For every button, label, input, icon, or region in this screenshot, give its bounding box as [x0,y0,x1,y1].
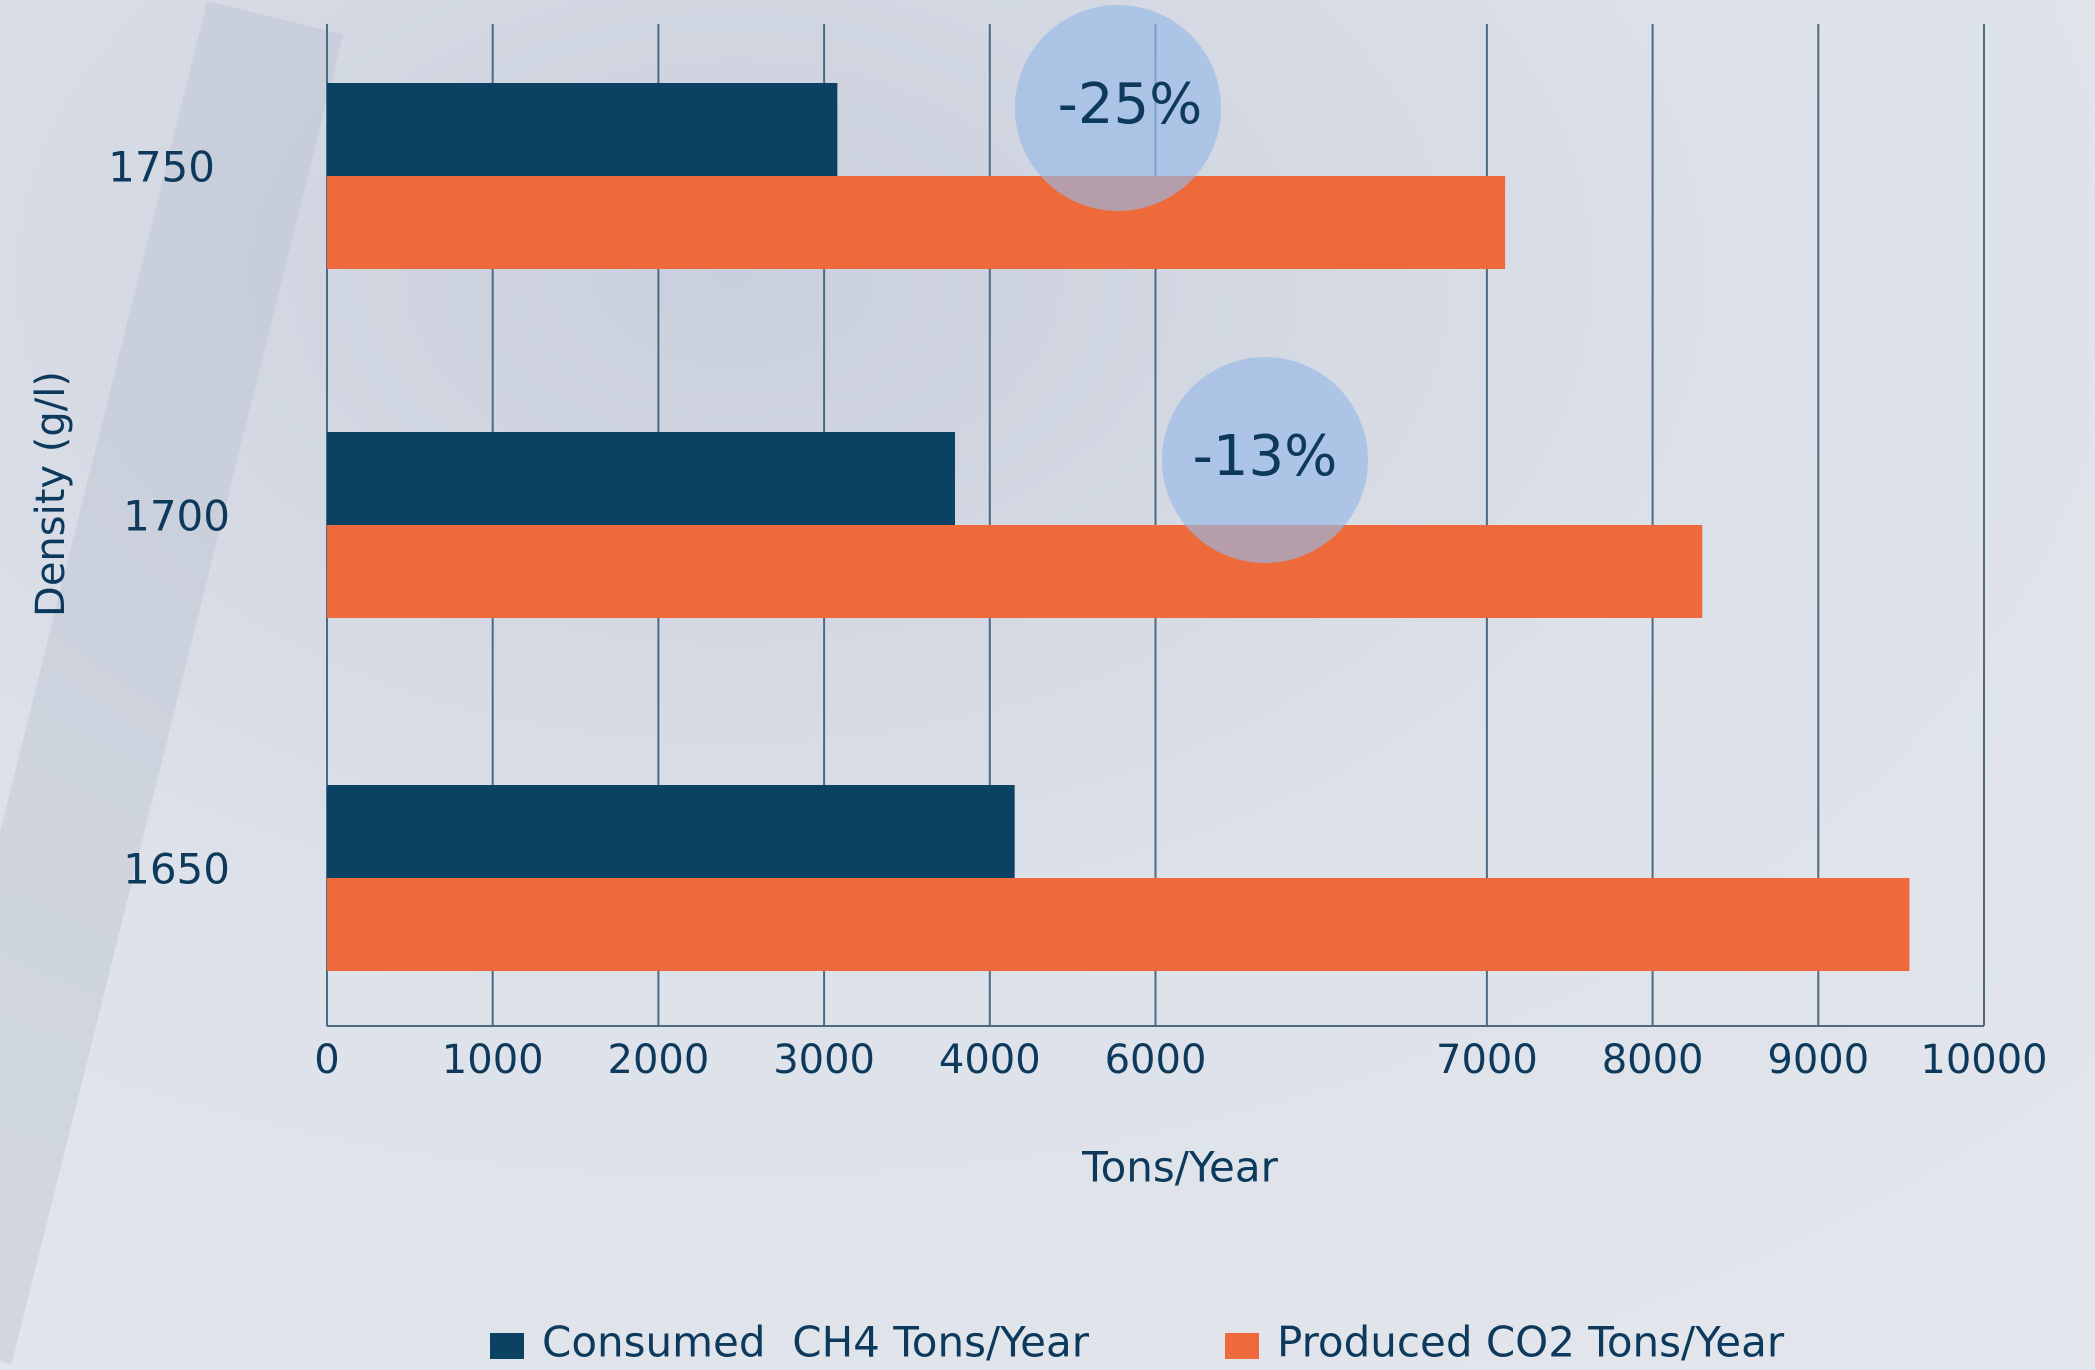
bar [327,525,1703,618]
legend-swatch [490,1333,524,1359]
y-axis-label: Density (g/l) [28,371,74,617]
annotation: -25% [1058,72,1203,137]
y-tick-label: 1650 [123,845,230,894]
annotation-circle [1162,357,1368,563]
bar [327,176,1506,269]
legend-label: Produced CO2 Tons/Year [1277,1318,1785,1367]
x-tick-label: 1000 [442,1037,544,1083]
bar [327,83,838,176]
x-tick-label: 8000 [1602,1037,1704,1083]
annotation-circle [1015,5,1221,211]
annotation: -13% [1193,424,1338,489]
bar [327,432,956,525]
legend-swatch [1225,1333,1259,1359]
x-axis-label: Tons/Year [1081,1143,1279,1192]
y-tick-label: 1750 [108,143,215,192]
bar [327,785,1015,878]
x-tick-label: 10000 [1920,1037,2047,1083]
y-tick-label: 1700 [123,492,230,541]
bar [327,878,1910,971]
x-tick-label: 3000 [773,1037,875,1083]
x-tick-label: 9000 [1767,1037,1869,1083]
x-tick-label: 6000 [1105,1037,1207,1083]
x-tick-label: 4000 [939,1037,1041,1083]
x-tick-label: 7000 [1436,1037,1538,1083]
x-tick-label: 2000 [608,1037,710,1083]
x-tick-label: 0 [314,1037,339,1083]
background-shape [0,0,344,1365]
legend-label: Consumed CH4 Tons/Year [542,1318,1090,1367]
